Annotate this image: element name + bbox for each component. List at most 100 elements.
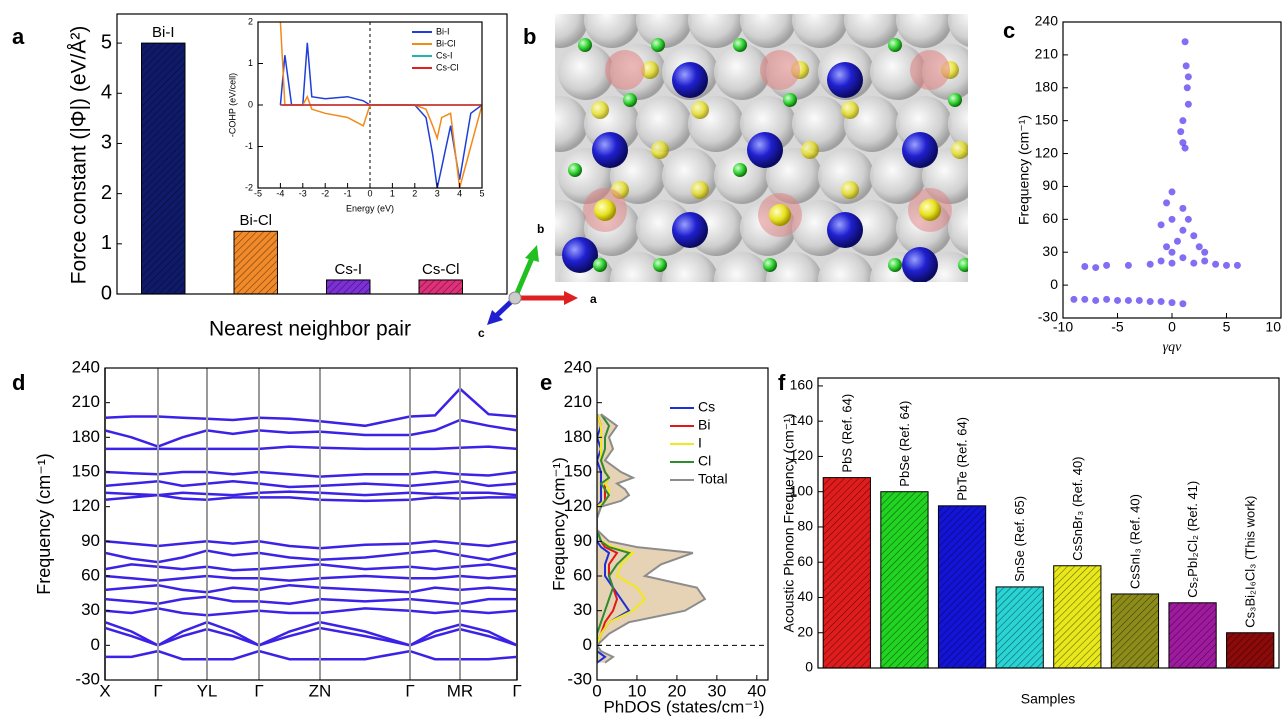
- panel-label: a: [12, 24, 25, 49]
- x-tick-label: 2: [412, 189, 417, 199]
- y-tick-label: 100: [790, 482, 814, 498]
- scatter-point: [1168, 259, 1176, 267]
- scatter-point: [1135, 296, 1143, 304]
- scatter-point: [1163, 199, 1171, 207]
- cs-atom: [902, 132, 938, 168]
- cl-atom: [623, 93, 637, 107]
- y-tick-label: 240: [72, 357, 100, 376]
- legend-label: Cs-I: [436, 50, 453, 60]
- bar-category-label: Cs₂PbI₂Cl₂ (Ref. 41): [1185, 481, 1200, 598]
- density-blob: [792, 14, 848, 48]
- cl-atom: [578, 38, 592, 52]
- x-tick-label: -5: [254, 189, 262, 199]
- x-tick-label: -3: [299, 189, 307, 199]
- bar: [326, 279, 371, 295]
- y-tick-label: -1: [245, 141, 253, 151]
- cl-atom: [568, 163, 582, 177]
- y-axis-label: Frequency (cm⁻¹): [1016, 115, 1032, 225]
- line-series: [105, 445, 517, 451]
- y-tick-label: 150: [564, 461, 592, 480]
- y-tick-label: -30: [567, 669, 592, 688]
- i-atom: [591, 101, 609, 119]
- line-series: [105, 649, 517, 661]
- y-tick-label: 150: [72, 461, 100, 480]
- x-tick-label: 0: [1168, 319, 1176, 335]
- chart: 0 1 2 3 4 5 Bi-I Bi-Cl Cs-I Cs-Cl a Force constant …: [12, 13, 508, 341]
- scatter-point: [1179, 300, 1187, 308]
- y-tick-label: 3: [101, 132, 112, 154]
- scatter-point: [1201, 257, 1209, 265]
- scatter-point: [1190, 232, 1198, 240]
- x-tick-label: -5: [1111, 319, 1124, 335]
- y-tick-label: 2: [248, 16, 253, 26]
- y-tick-label: -30: [1038, 309, 1058, 325]
- bar: [1168, 602, 1217, 669]
- dos-line: [597, 413, 707, 664]
- scatter-point: [1168, 248, 1176, 256]
- density-blob: [662, 148, 718, 204]
- scatter-point: [1124, 261, 1132, 269]
- density-blob: [555, 96, 588, 152]
- bar-category-label: PbSe (Ref. 64): [897, 401, 912, 487]
- panel-label: c: [1003, 18, 1015, 43]
- cl-atom: [948, 93, 962, 107]
- bar: [937, 505, 987, 669]
- y-tick-label: 60: [573, 565, 592, 584]
- y-tick-label: 20: [797, 623, 813, 639]
- plot-area: [597, 413, 768, 664]
- cs-atom: [747, 132, 783, 168]
- density-blob: [870, 44, 926, 100]
- bi-site: [760, 50, 800, 90]
- y-tick-label: 210: [72, 392, 100, 411]
- x-tick-label: 0: [367, 189, 372, 199]
- y-tick-label: 0: [805, 659, 813, 675]
- bar: [141, 42, 186, 295]
- density-blob: [948, 97, 968, 151]
- y-tick-label: 0: [1050, 276, 1058, 292]
- legend-label: Cs: [698, 399, 715, 415]
- scatter-point: [1103, 261, 1111, 269]
- density-blob: [818, 148, 874, 204]
- bar-category-label: Cs-Cl: [422, 261, 460, 278]
- legend-label: Bi-I: [436, 26, 450, 36]
- i-atom: [594, 199, 616, 221]
- x-tick-label: 1: [390, 189, 395, 199]
- x-tick-label: ZN: [309, 681, 332, 700]
- y-axis-label: -COHP (eV/cell): [227, 73, 237, 137]
- chart: -30 0 30 60 90 120 150 180 210 240 -10 -5 0 5 10 c Frequ…: [1003, 13, 1282, 355]
- scatter-point: [1146, 260, 1154, 268]
- line-series: [105, 470, 517, 478]
- bar-category-label: SnSe (Ref. 65): [1012, 496, 1027, 582]
- y-axis-label: Frequency (cm⁻¹): [34, 453, 54, 595]
- cs-atom: [827, 212, 863, 248]
- scatter-point: [1181, 144, 1189, 152]
- i-atom: [691, 181, 709, 199]
- scatter-point: [1184, 73, 1192, 81]
- line-series: [105, 418, 517, 448]
- x-tick-label: X: [99, 681, 110, 700]
- panel-label: b: [523, 24, 536, 49]
- scatter-point: [1157, 221, 1165, 229]
- scatter-point: [1124, 296, 1132, 304]
- x-tick-label: Γ: [512, 681, 521, 700]
- axis-label: a: [590, 292, 597, 306]
- bar: [233, 230, 278, 295]
- chart: -30 0 30 60 90 120 150 180 210 240 X Γ YL Γ ZN Γ MR Γd Fre…: [12, 357, 522, 700]
- x-tick-label: Γ: [254, 681, 263, 700]
- y-tick-label: 40: [797, 588, 813, 604]
- i-atom: [991, 181, 1009, 199]
- cs-atom: [902, 247, 938, 282]
- i-atom: [769, 204, 791, 226]
- x-tick-label: 30: [707, 681, 726, 700]
- scatter-point: [1212, 260, 1220, 268]
- scatter-point: [1201, 248, 1209, 256]
- i-atom: [801, 141, 819, 159]
- y-tick-label: 2: [101, 182, 112, 204]
- y-tick-label: 90: [81, 531, 100, 550]
- y-tick-label: 210: [1035, 46, 1059, 62]
- cl-atom: [783, 93, 797, 107]
- scatter-point: [1163, 243, 1171, 251]
- scatter-point: [1183, 84, 1191, 92]
